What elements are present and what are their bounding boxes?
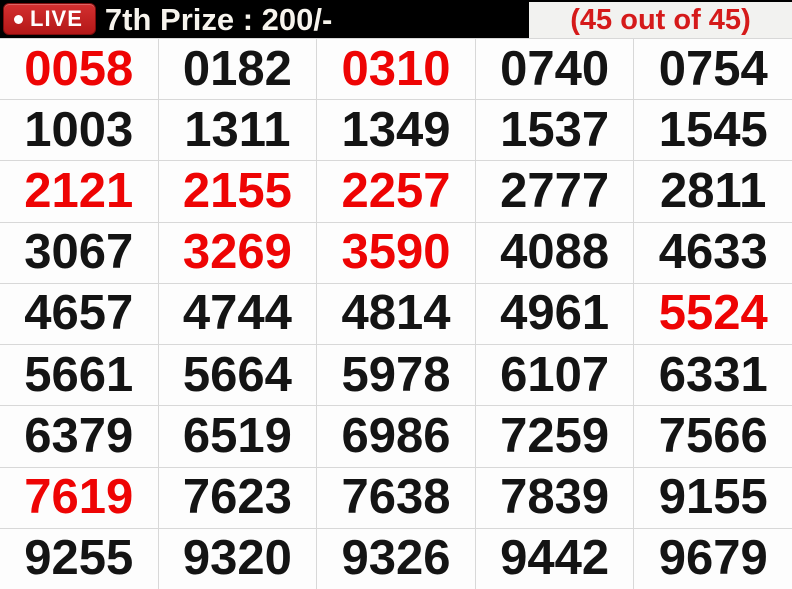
number-cell: 2121 <box>0 161 158 222</box>
number-cell: 4657 <box>0 283 158 345</box>
number-cell: 6331 <box>634 345 792 406</box>
number-cell: 5661 <box>0 345 158 406</box>
number-cell: 5524 <box>634 283 792 345</box>
number-cell: 2257 <box>317 161 475 222</box>
number-cell: 5664 <box>158 345 317 406</box>
number-cell: 0058 <box>0 39 158 100</box>
number-cell: 2155 <box>158 161 317 222</box>
number-cell: 1349 <box>317 100 475 161</box>
number-cell: 2777 <box>475 161 634 222</box>
number-cell: 9320 <box>158 528 317 589</box>
number-cell: 1537 <box>475 100 634 161</box>
numbers-grid: 0058 0182 0310 0740 0754 1003 1311 1349 1537 1545… <box>0 38 792 589</box>
number-cell: 9155 <box>634 467 792 528</box>
number-cell: 9326 <box>317 528 475 589</box>
number-cell: 7259 <box>475 406 634 467</box>
count-box: (45 out of 45) <box>529 2 792 38</box>
number-cell: 1003 <box>0 100 158 161</box>
number-cell: 0182 <box>158 39 317 100</box>
number-cell: 7638 <box>317 467 475 528</box>
number-cell: 3269 <box>158 222 317 283</box>
number-cell: 1311 <box>158 100 317 161</box>
number-cell: 4088 <box>475 222 634 283</box>
number-cell: 3067 <box>0 222 158 283</box>
number-cell: 9442 <box>475 528 634 589</box>
number-cell: 7839 <box>475 467 634 528</box>
number-cell: 4961 <box>475 283 634 345</box>
number-cell: 4744 <box>158 283 317 345</box>
live-badge: LIVE <box>3 3 96 35</box>
number-cell: 0740 <box>475 39 634 100</box>
header-bar: LIVE 7th Prize : 200/- (45 out of 45) <box>0 0 792 38</box>
number-cell: 1545 <box>634 100 792 161</box>
count-label: (45 out of 45) <box>570 3 751 36</box>
number-cell: 7623 <box>158 467 317 528</box>
number-cell: 0754 <box>634 39 792 100</box>
prize-title: 7th Prize : 200/- <box>104 1 333 37</box>
number-cell: 9255 <box>0 528 158 589</box>
number-cell: 6379 <box>0 406 158 467</box>
number-cell: 7619 <box>0 467 158 528</box>
number-cell: 7566 <box>634 406 792 467</box>
number-cell: 6986 <box>317 406 475 467</box>
number-cell: 4633 <box>634 222 792 283</box>
number-cell: 2811 <box>634 161 792 222</box>
number-cell: 3590 <box>317 222 475 283</box>
number-cell: 4814 <box>317 283 475 345</box>
number-cell: 0310 <box>317 39 475 100</box>
live-dot-icon <box>14 14 23 24</box>
number-cell: 9679 <box>634 528 792 589</box>
live-label: LIVE <box>30 6 83 31</box>
number-cell: 6107 <box>475 345 634 406</box>
number-cell: 5978 <box>317 345 475 406</box>
number-cell: 6519 <box>158 406 317 467</box>
